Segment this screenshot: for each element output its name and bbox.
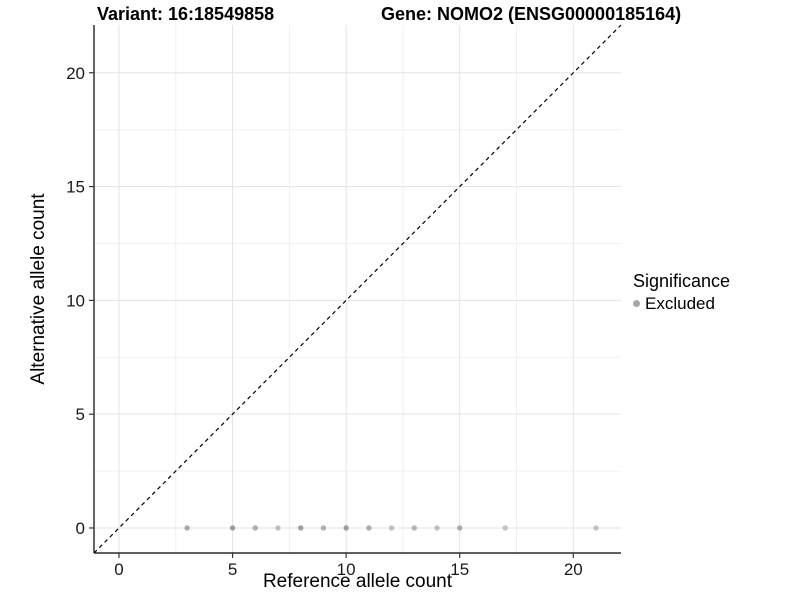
y-axis-label: Alternative allele count	[28, 193, 49, 385]
x-axis-label: Reference allele count	[262, 571, 453, 592]
identity-dashed-line	[93, 24, 622, 554]
data-point	[434, 525, 440, 531]
legend-title: Significance	[633, 271, 731, 291]
y-tick-label: 5	[76, 405, 85, 424]
y-tick-label: 20	[66, 64, 85, 83]
y-tick-label: 10	[66, 291, 85, 310]
legend-item-excluded: Excluded	[633, 294, 730, 313]
data-point	[252, 525, 258, 531]
x-tick-label: 10	[337, 560, 356, 579]
plot-title-variant: Variant: 16:18549858	[97, 4, 275, 24]
data-point	[298, 525, 304, 531]
data-point	[411, 525, 417, 531]
legend-point-icon	[633, 300, 640, 307]
x-tick-label: 5	[228, 560, 237, 579]
legend-item-label: Excluded	[645, 294, 715, 313]
y-tick-label: 15	[66, 178, 85, 197]
plot-title-gene: Gene: NOMO2 (ENSG00000185164)	[381, 4, 682, 24]
data-point	[457, 525, 463, 531]
x-tick-label: 0	[114, 560, 123, 579]
data-point	[184, 525, 190, 531]
y-tick-label: 0	[76, 519, 85, 538]
x-tick-label: 20	[564, 560, 583, 579]
data-point	[388, 525, 395, 531]
data-point	[366, 525, 372, 531]
x-tick-label: 15	[450, 560, 469, 579]
data-point	[275, 525, 281, 531]
data-point	[502, 525, 508, 531]
data-point	[320, 525, 327, 531]
data-point	[593, 525, 599, 531]
legend: Significance Excluded	[633, 271, 730, 313]
data-point	[343, 525, 349, 531]
data-point	[229, 525, 236, 531]
